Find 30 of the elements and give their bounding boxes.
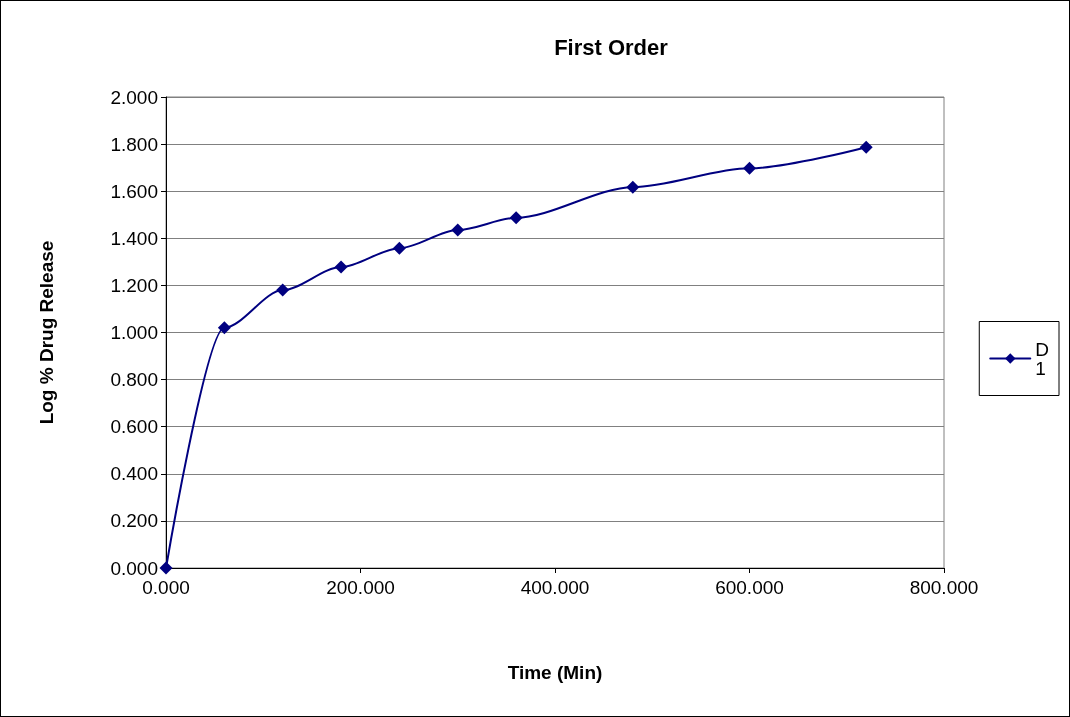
point [743,161,756,175]
x-tick-label: 600.000 [715,577,784,598]
point [217,321,231,335]
x-tick-label: 400.000 [520,577,590,598]
chart-title: First Order [554,34,669,60]
point [859,140,873,154]
y-tick-label: 1.000 [110,322,158,343]
y-tick-label: 0.000 [110,557,158,579]
y-tick-label: 0.400 [110,463,158,485]
legend-label: D1 [1035,338,1050,379]
point [626,180,640,194]
point [276,283,290,297]
point [334,260,348,274]
y-tick-label: 1.800 [110,133,158,155]
y-tick-label: 2.000 [110,86,158,108]
y-tick-label: 0.800 [110,369,158,391]
y-tick-label: 1.400 [110,227,158,249]
point [392,241,406,255]
y-tick-label: 1.200 [110,274,158,296]
y-tick-label: 1.600 [110,180,158,202]
y-tick-label: 0.200 [110,510,158,532]
x-axis-title: Time (Min) [507,662,603,683]
y-axis-title: Log % Drug Release [36,240,57,425]
point [159,561,173,575]
point [451,223,465,237]
x-tick-label: 0.000 [142,577,190,598]
point [509,211,523,225]
x-tick-label: 200.000 [326,577,395,598]
y-tick-label: 0.600 [110,416,158,438]
x-tick-label: 800.000 [909,577,979,598]
